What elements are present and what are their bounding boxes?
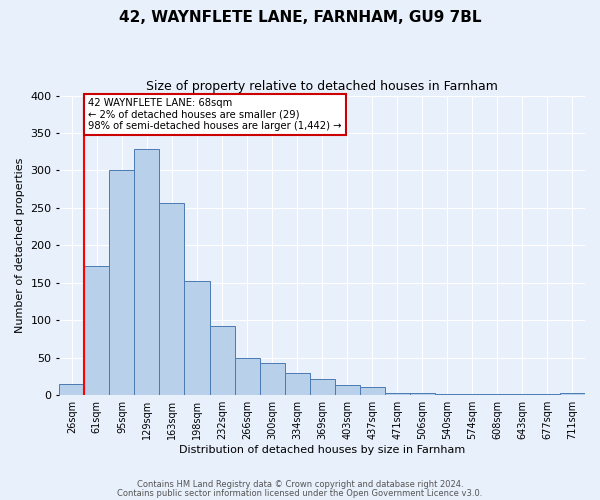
Bar xyxy=(485,394,510,395)
Bar xyxy=(109,170,134,395)
Bar xyxy=(260,363,284,395)
Bar xyxy=(284,374,310,395)
Y-axis label: Number of detached properties: Number of detached properties xyxy=(15,158,25,333)
Bar xyxy=(184,280,209,395)
Bar xyxy=(385,393,410,395)
Text: Contains public sector information licensed under the Open Government Licence v3: Contains public sector information licen… xyxy=(118,489,482,498)
Bar xyxy=(360,387,385,395)
Bar xyxy=(460,394,485,395)
Bar xyxy=(59,384,85,395)
X-axis label: Distribution of detached houses by size in Farnham: Distribution of detached houses by size … xyxy=(179,445,465,455)
Bar xyxy=(310,378,335,395)
Bar xyxy=(85,266,109,395)
Bar xyxy=(410,393,435,395)
Bar xyxy=(560,393,585,395)
Bar xyxy=(209,326,235,395)
Bar xyxy=(160,202,184,395)
Bar xyxy=(335,386,360,395)
Title: Size of property relative to detached houses in Farnham: Size of property relative to detached ho… xyxy=(146,80,498,93)
Bar xyxy=(134,148,160,395)
Bar xyxy=(510,394,535,395)
Text: 42, WAYNFLETE LANE, FARNHAM, GU9 7BL: 42, WAYNFLETE LANE, FARNHAM, GU9 7BL xyxy=(119,10,481,25)
Text: 42 WAYNFLETE LANE: 68sqm
← 2% of detached houses are smaller (29)
98% of semi-de: 42 WAYNFLETE LANE: 68sqm ← 2% of detache… xyxy=(88,98,341,131)
Bar xyxy=(535,394,560,395)
Bar xyxy=(235,358,260,395)
Text: Contains HM Land Registry data © Crown copyright and database right 2024.: Contains HM Land Registry data © Crown c… xyxy=(137,480,463,489)
Bar xyxy=(435,394,460,395)
